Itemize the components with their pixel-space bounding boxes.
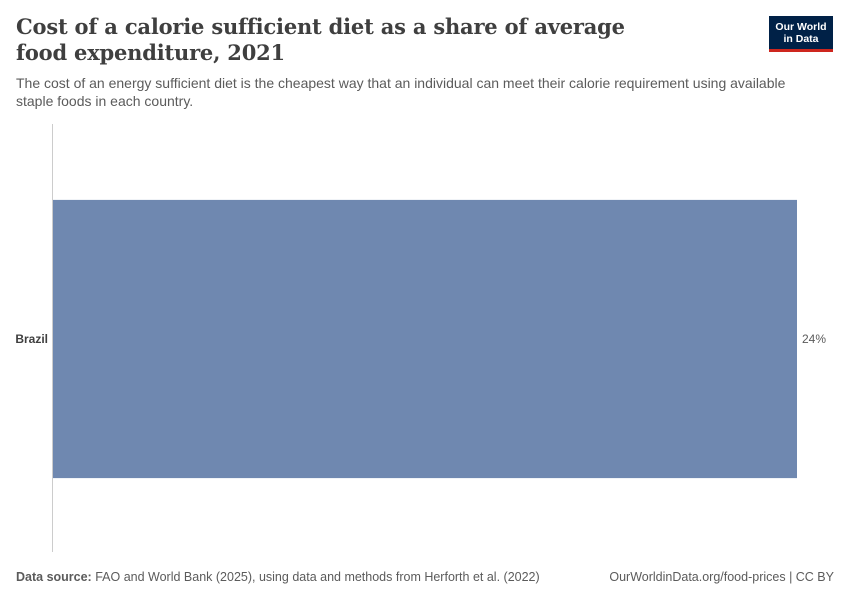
owid-logo[interactable]: Our World in Data xyxy=(769,16,833,52)
logo-line-2: in Data xyxy=(783,33,819,45)
logo-line-1: Our World xyxy=(775,21,827,33)
category-label: Brazil xyxy=(15,332,48,346)
bar-brazil[interactable] xyxy=(53,199,797,479)
chart-title: Cost of a calorie sufficient diet as a s… xyxy=(16,14,625,65)
value-label: 24% xyxy=(802,332,826,346)
data-source-text[interactable]: FAO and World Bank (2025), using data an… xyxy=(95,570,540,584)
data-source-label: Data source: xyxy=(16,570,92,584)
data-source: Data source: FAO and World Bank (2025), … xyxy=(16,570,540,584)
url-license[interactable]: OurWorldinData.org/food-prices | CC BY xyxy=(609,570,834,584)
chart-subtitle: The cost of an energy sufficient diet is… xyxy=(16,75,786,109)
